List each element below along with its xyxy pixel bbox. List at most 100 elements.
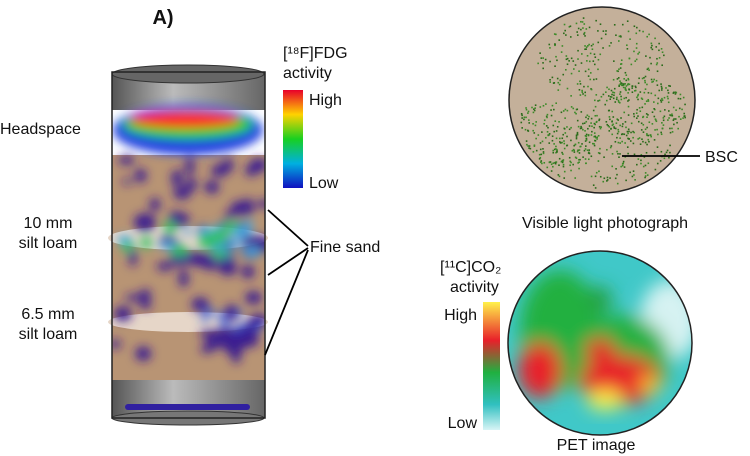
dot xyxy=(641,106,644,109)
dot xyxy=(587,133,590,136)
dot xyxy=(542,151,545,153)
dot xyxy=(610,145,613,147)
dot xyxy=(665,151,668,154)
dot xyxy=(616,132,619,135)
dot xyxy=(613,126,615,128)
dot xyxy=(553,108,555,111)
legend-title: activity xyxy=(450,279,499,296)
dot xyxy=(614,140,617,143)
dot xyxy=(561,141,563,144)
dot xyxy=(560,51,563,53)
dot xyxy=(583,33,585,35)
dot xyxy=(673,91,675,94)
dot xyxy=(548,161,551,164)
dot xyxy=(586,114,589,117)
dot xyxy=(588,115,590,118)
dot xyxy=(575,112,577,115)
dot xyxy=(576,31,579,33)
dot xyxy=(552,124,555,127)
dot xyxy=(657,97,660,100)
dot xyxy=(669,85,671,87)
dot xyxy=(593,143,595,145)
dot xyxy=(573,144,575,147)
dot xyxy=(527,110,530,113)
dot xyxy=(624,71,627,74)
dot xyxy=(644,141,647,144)
dot xyxy=(642,140,644,143)
dot xyxy=(620,59,623,62)
dot xyxy=(661,87,663,89)
dot xyxy=(576,108,579,111)
dot xyxy=(596,114,598,117)
dot xyxy=(650,62,652,65)
dot xyxy=(581,53,583,55)
dot xyxy=(570,169,572,172)
dot xyxy=(611,124,614,127)
dot xyxy=(617,70,619,73)
dot xyxy=(578,161,580,164)
dot xyxy=(593,144,596,147)
dot xyxy=(614,127,617,130)
dot xyxy=(604,103,607,106)
dot xyxy=(555,55,557,58)
dot xyxy=(625,74,628,76)
dot xyxy=(566,57,569,60)
dot xyxy=(545,136,547,139)
dot xyxy=(610,42,612,44)
dot xyxy=(612,123,614,126)
dot xyxy=(626,20,629,23)
dot xyxy=(588,26,591,29)
dot xyxy=(597,68,599,71)
dot xyxy=(558,120,560,123)
dot xyxy=(543,162,546,164)
dot xyxy=(619,101,621,104)
dot xyxy=(604,33,607,36)
dot xyxy=(554,43,556,45)
dot xyxy=(635,58,638,61)
dot xyxy=(671,113,673,116)
dot xyxy=(595,19,597,22)
dot xyxy=(590,134,593,136)
dot xyxy=(671,131,674,133)
dot xyxy=(649,134,652,136)
dot xyxy=(597,134,600,137)
dot xyxy=(583,31,586,34)
dot xyxy=(576,34,579,36)
legend-title: activity xyxy=(283,65,332,82)
dot xyxy=(551,135,554,138)
dot xyxy=(593,122,596,125)
dot xyxy=(673,118,675,120)
dot xyxy=(577,58,579,60)
dot xyxy=(629,171,631,174)
dot xyxy=(595,171,598,174)
dot xyxy=(627,30,630,33)
dot xyxy=(555,130,558,132)
dot xyxy=(577,125,580,128)
dot xyxy=(578,158,580,161)
dot xyxy=(533,144,536,147)
dot xyxy=(613,94,615,97)
dot xyxy=(532,129,534,132)
dot xyxy=(556,125,559,128)
dot xyxy=(647,100,650,102)
dot xyxy=(668,117,670,119)
dot xyxy=(616,118,619,120)
dot xyxy=(684,116,686,119)
dot xyxy=(609,118,611,121)
legend-title: [¹¹C]CO₂ xyxy=(440,259,501,276)
dot xyxy=(585,135,588,138)
dot xyxy=(580,127,583,129)
dot xyxy=(521,127,523,129)
dot xyxy=(663,54,665,57)
dot xyxy=(576,131,579,134)
dot xyxy=(570,57,573,60)
dot xyxy=(673,123,675,126)
dot xyxy=(577,149,579,152)
dot xyxy=(637,115,639,117)
dot xyxy=(564,29,566,32)
dot xyxy=(633,153,636,156)
dot xyxy=(577,49,579,52)
dot xyxy=(616,96,618,99)
dot xyxy=(598,118,601,121)
dot xyxy=(621,164,624,167)
